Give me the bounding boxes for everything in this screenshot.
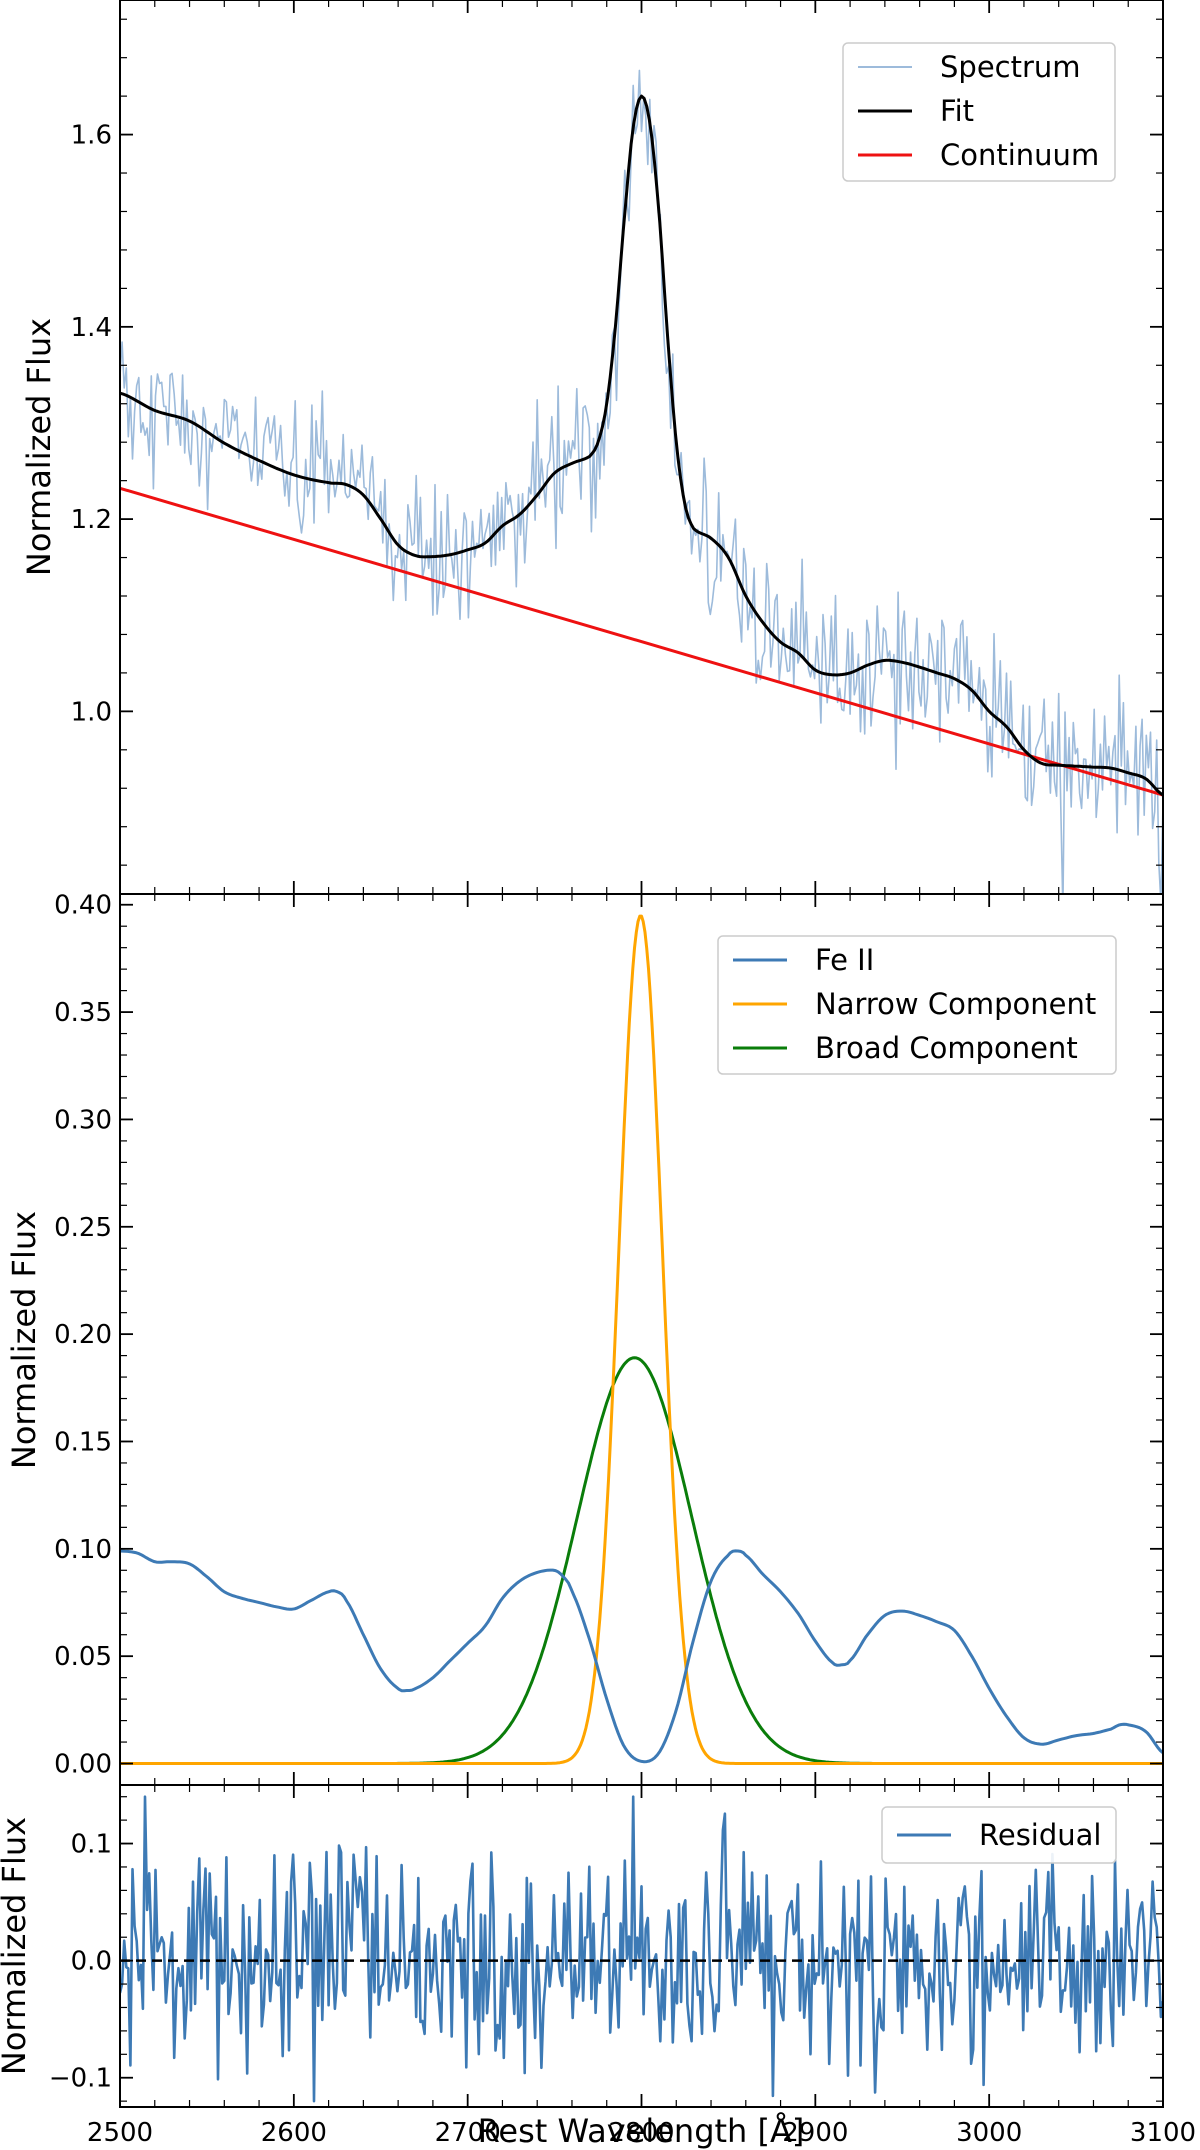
panel-top-plot <box>120 69 1163 894</box>
legend-broad-label: Broad Component <box>815 1031 1078 1065</box>
legend-feii-label: Fe II <box>815 943 874 977</box>
ytick-label: 0.35 <box>54 998 112 1028</box>
ytick-label: 1.2 <box>71 505 112 535</box>
ytick-label: 0.1 <box>71 1830 112 1860</box>
xtick-label: 3100 <box>1130 2118 1196 2148</box>
panel-0-series <box>120 69 1163 894</box>
panel-bottom: −0.1 0.0 0.1 2500 2600 2700 2800 2900 3000 3100 <box>49 1784 1196 2148</box>
top-y-axis-label: Normalized Flux <box>20 318 58 576</box>
legend-residual-label: Residual <box>979 1818 1101 1852</box>
feii-line <box>120 1549 1163 1764</box>
panel-middle-ticks: 0.00 0.05 0.10 0.15 0.20 0.25 0.30 0.35 0.40 <box>54 891 1164 1785</box>
spectrum-line <box>120 69 1163 894</box>
legend-bottom-box <box>881 1806 1117 1864</box>
panel-bottom-plot <box>120 1795 1163 2103</box>
ytick-label: 0.40 <box>54 891 112 921</box>
middle-y-axis-label: Normalized Flux <box>5 1211 43 1469</box>
narrow-component-line <box>120 914 1163 1765</box>
ytick-label: 0.15 <box>54 1427 112 1457</box>
legend-fit-label: Fit <box>940 94 974 128</box>
ytick-label: 1.0 <box>71 697 112 727</box>
bottom-y-axis-label: Normalized Flux <box>0 1817 33 2075</box>
ytick-label: 0.25 <box>54 1213 112 1243</box>
legend-top: Spectrum Fit Continuum <box>842 42 1116 182</box>
fit-line <box>120 94 1163 797</box>
ytick-label: 0.10 <box>54 1535 112 1565</box>
xtick-label: 2600 <box>261 2118 327 2148</box>
panel-2-series <box>120 1795 1163 2103</box>
x-axis-label: Rest Wavelength [Å] <box>478 2112 805 2150</box>
panel-middle: 0.00 0.05 0.10 0.15 0.20 0.25 0.30 0.35 0.40 <box>54 891 1164 1786</box>
panel-middle-plot <box>120 914 1163 1765</box>
xtick-label: 2900 <box>782 2118 848 2148</box>
legend-top-box <box>842 42 1116 182</box>
ytick-label: 0.00 <box>54 1750 112 1780</box>
broad-component-line <box>120 1356 1163 1765</box>
residual-line <box>120 1795 1163 2103</box>
xtick-label: 2800 <box>608 2118 674 2148</box>
legend-continuum-label: Continuum <box>940 138 1099 172</box>
xtick-label: 3000 <box>956 2118 1022 2148</box>
panel-top-ticks: 1.0 1.2 1.4 1.6 <box>71 0 1164 894</box>
legend-middle-box <box>717 935 1117 1075</box>
continuum-line <box>120 486 1163 797</box>
ytick-label: 0.05 <box>54 1642 112 1672</box>
legend-bottom: Residual <box>881 1806 1117 1864</box>
legend-middle: Fe II Narrow Component Broad Component <box>717 935 1117 1075</box>
legend-spectrum-label: Spectrum <box>940 50 1081 84</box>
panel-bottom-ticks: −0.1 0.0 0.1 2500 2600 2700 2800 2900 3000 3100 <box>49 1785 1196 2148</box>
legend-narrow-label: Narrow Component <box>815 987 1096 1021</box>
ytick-label: 1.4 <box>71 313 112 343</box>
ytick-label: 0.0 <box>71 1947 112 1977</box>
ytick-label: −0.1 <box>49 2064 112 2094</box>
panel-1-series <box>120 914 1163 1765</box>
ytick-label: 1.6 <box>71 121 112 151</box>
panel-bottom-frame <box>119 1784 1164 2108</box>
ytick-label: 0.20 <box>54 1320 112 1350</box>
xtick-label: 2700 <box>435 2118 501 2148</box>
xtick-label: 2500 <box>87 2118 153 2148</box>
ytick-label: 0.30 <box>54 1105 112 1135</box>
